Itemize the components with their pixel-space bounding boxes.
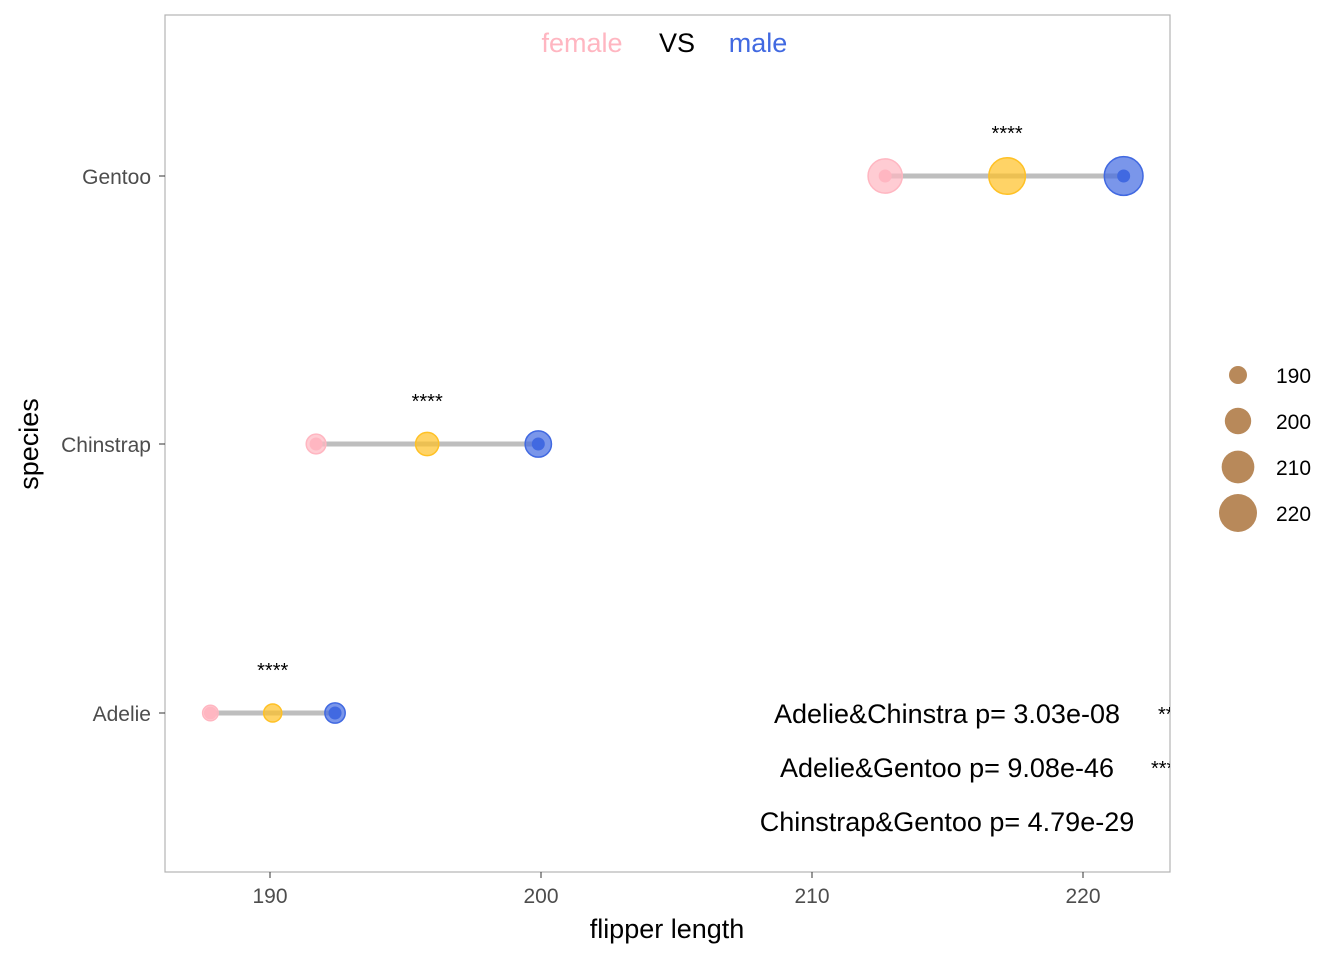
significance-gentoo: **** bbox=[992, 123, 1023, 145]
significance-adelie: **** bbox=[257, 660, 288, 682]
title-male: male bbox=[729, 28, 788, 58]
x-tick-label-190: 190 bbox=[252, 885, 287, 908]
x-axis-label: flipper length bbox=[590, 914, 745, 944]
legend-size-key-190 bbox=[1229, 366, 1247, 384]
point-mean-adelie bbox=[262, 703, 283, 723]
y-tick-label-adelie: Adelie bbox=[93, 703, 151, 726]
p-value-annotation: Adelie&Gentoo p= 9.08e-46 bbox=[780, 753, 1114, 783]
y-tick-label-chinstrap: Chinstrap bbox=[61, 434, 151, 457]
point-mean-chinstrap bbox=[414, 431, 440, 457]
p-value-annotation: Adelie&Chinstra p= 3.03e-08 bbox=[774, 699, 1120, 729]
inner-point-female-adelie bbox=[203, 706, 217, 720]
legend-size-key-220 bbox=[1219, 494, 1257, 532]
p-value-stars: **** bbox=[1158, 704, 1189, 726]
significance-chinstrap: **** bbox=[412, 391, 443, 413]
title-female: female bbox=[541, 28, 622, 58]
legend-label-220: 220 bbox=[1276, 503, 1311, 526]
legend-label-200: 200 bbox=[1276, 411, 1311, 434]
legend-size-key-200 bbox=[1224, 407, 1252, 435]
x-tick-label-220: 220 bbox=[1065, 885, 1100, 908]
legend-size-key-210 bbox=[1221, 450, 1255, 484]
p-value-stars: **** bbox=[1151, 758, 1182, 780]
y-axis-label: species bbox=[14, 398, 44, 490]
inner-point-female-gentoo bbox=[878, 169, 892, 183]
p-value-annotation: Chinstrap&Gentoo p= 4.79e-29 bbox=[760, 807, 1135, 837]
legend-label-210: 210 bbox=[1276, 457, 1311, 480]
inner-point-male-adelie bbox=[328, 706, 342, 720]
legend-label-190: 190 bbox=[1276, 365, 1311, 388]
inner-point-male-chinstrap bbox=[531, 437, 545, 451]
x-tick-label-200: 200 bbox=[523, 885, 558, 908]
x-tick-label-210: 210 bbox=[794, 885, 829, 908]
inner-point-male-gentoo bbox=[1117, 169, 1131, 183]
title-vs: VS bbox=[659, 28, 695, 58]
y-tick-label-gentoo: Gentoo bbox=[82, 166, 151, 189]
point-mean-gentoo bbox=[988, 156, 1027, 196]
inner-point-female-chinstrap bbox=[309, 437, 323, 451]
